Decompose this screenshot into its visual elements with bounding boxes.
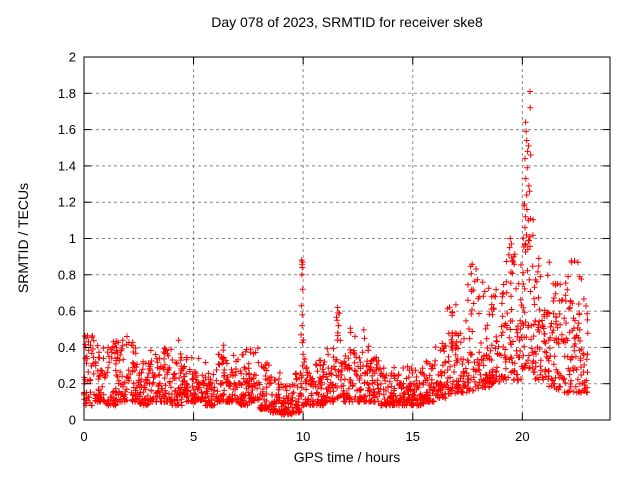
x-tick-label: 20 bbox=[515, 429, 529, 444]
tick-labels: 0 5 10 15 20 0 0.2 0.4 0.6 0.8 1 1.2 1.4 1.6 1.8 2 bbox=[58, 50, 530, 445]
x-tick-label: 0 bbox=[80, 429, 87, 444]
chart-title: Day 078 of 2023, SRMTID for receiver ske… bbox=[211, 14, 483, 30]
x-tick-label: 15 bbox=[406, 429, 420, 444]
axis-ticks bbox=[83, 56, 610, 421]
x-axis-label: GPS time / hours bbox=[293, 449, 401, 465]
y-tick-label: 1.6 bbox=[58, 122, 76, 137]
y-tick-label: 0.6 bbox=[58, 304, 76, 319]
y-tick-label: 2 bbox=[69, 50, 76, 65]
scatter-points bbox=[81, 88, 591, 418]
y-tick-label: 1.2 bbox=[58, 195, 76, 210]
x-tick-label: 10 bbox=[296, 429, 310, 444]
y-tick-label: 0.4 bbox=[58, 340, 76, 355]
y-tick-label: 1.8 bbox=[58, 86, 76, 101]
y-tick-label: 1.4 bbox=[58, 158, 76, 173]
y-tick-label: 0 bbox=[69, 413, 76, 428]
y-tick-label: 0.2 bbox=[58, 376, 76, 391]
y-tick-label: 0.8 bbox=[58, 267, 76, 282]
x-tick-label: 5 bbox=[190, 429, 197, 444]
y-tick-label: 1 bbox=[69, 231, 76, 246]
